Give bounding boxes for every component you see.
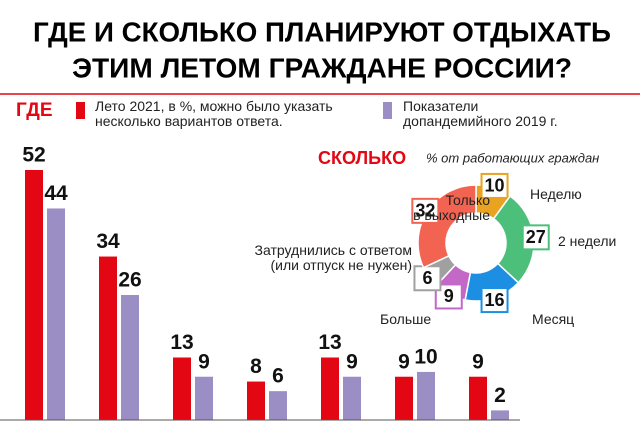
value-label: 10 — [485, 176, 505, 196]
bar — [47, 208, 65, 420]
value-label: 52 — [22, 144, 45, 167]
value-label: 6 — [272, 365, 284, 388]
bar — [195, 376, 213, 420]
value-label: 26 — [118, 269, 141, 292]
legend-label: Лето 2021, в %, можно было указать неско… — [95, 98, 333, 130]
value-label: 10 — [414, 345, 437, 368]
value-label: 27 — [526, 227, 546, 247]
slice-label: Только в выходные — [413, 192, 490, 224]
value-label: 13 — [170, 331, 193, 354]
section-title: СКОЛЬКО — [318, 148, 406, 168]
value-box — [480, 287, 509, 314]
bar — [25, 170, 43, 420]
bar — [247, 381, 265, 420]
value-label: 9 — [398, 350, 410, 373]
value-label: 9 — [444, 286, 454, 306]
title-line: ЭТИМ ЛЕТОМ ГРАЖДАНЕ РОССИИ? — [72, 52, 572, 83]
slice-label: Неделю — [530, 186, 582, 202]
bar — [269, 391, 287, 420]
value-label: 9 — [472, 350, 484, 373]
legend-swatch — [383, 102, 392, 119]
value-box — [411, 197, 440, 224]
value-label: 6 — [422, 268, 432, 288]
title-line: ГДЕ И СКОЛЬКО ПЛАНИРУЮТ ОТДЫХАТЬ — [33, 16, 611, 47]
bar — [173, 357, 191, 420]
value-box — [480, 172, 509, 199]
value-label: 9 — [198, 350, 210, 373]
value-label: 9 — [346, 350, 358, 373]
slice-label: 2 недели — [558, 233, 617, 249]
bar — [343, 376, 361, 420]
bar — [395, 376, 413, 420]
value-label: 8 — [250, 355, 262, 378]
bar — [491, 410, 509, 420]
bar — [321, 357, 339, 420]
bar — [99, 256, 117, 420]
value-label: 16 — [485, 290, 505, 310]
slice-label: Больше — [380, 311, 432, 327]
legend-label: Показатели допандемийного 2019 г. — [403, 98, 558, 130]
value-label: 34 — [96, 230, 120, 253]
subtitle: % от работающих граждан — [426, 150, 599, 165]
value-label: 13 — [318, 331, 341, 354]
legend-swatch — [76, 102, 85, 119]
slice-label: Месяц — [532, 311, 575, 327]
value-box — [521, 224, 550, 251]
value-label: 32 — [415, 201, 435, 221]
bar — [121, 295, 139, 420]
value-label: 44 — [44, 182, 68, 205]
section-title: ГДЕ — [16, 100, 53, 121]
value-label: 2 — [494, 384, 506, 407]
bar — [469, 376, 487, 420]
slice-label: Затруднились с ответом (или отпуск не ну… — [254, 242, 412, 274]
bar — [417, 371, 435, 420]
